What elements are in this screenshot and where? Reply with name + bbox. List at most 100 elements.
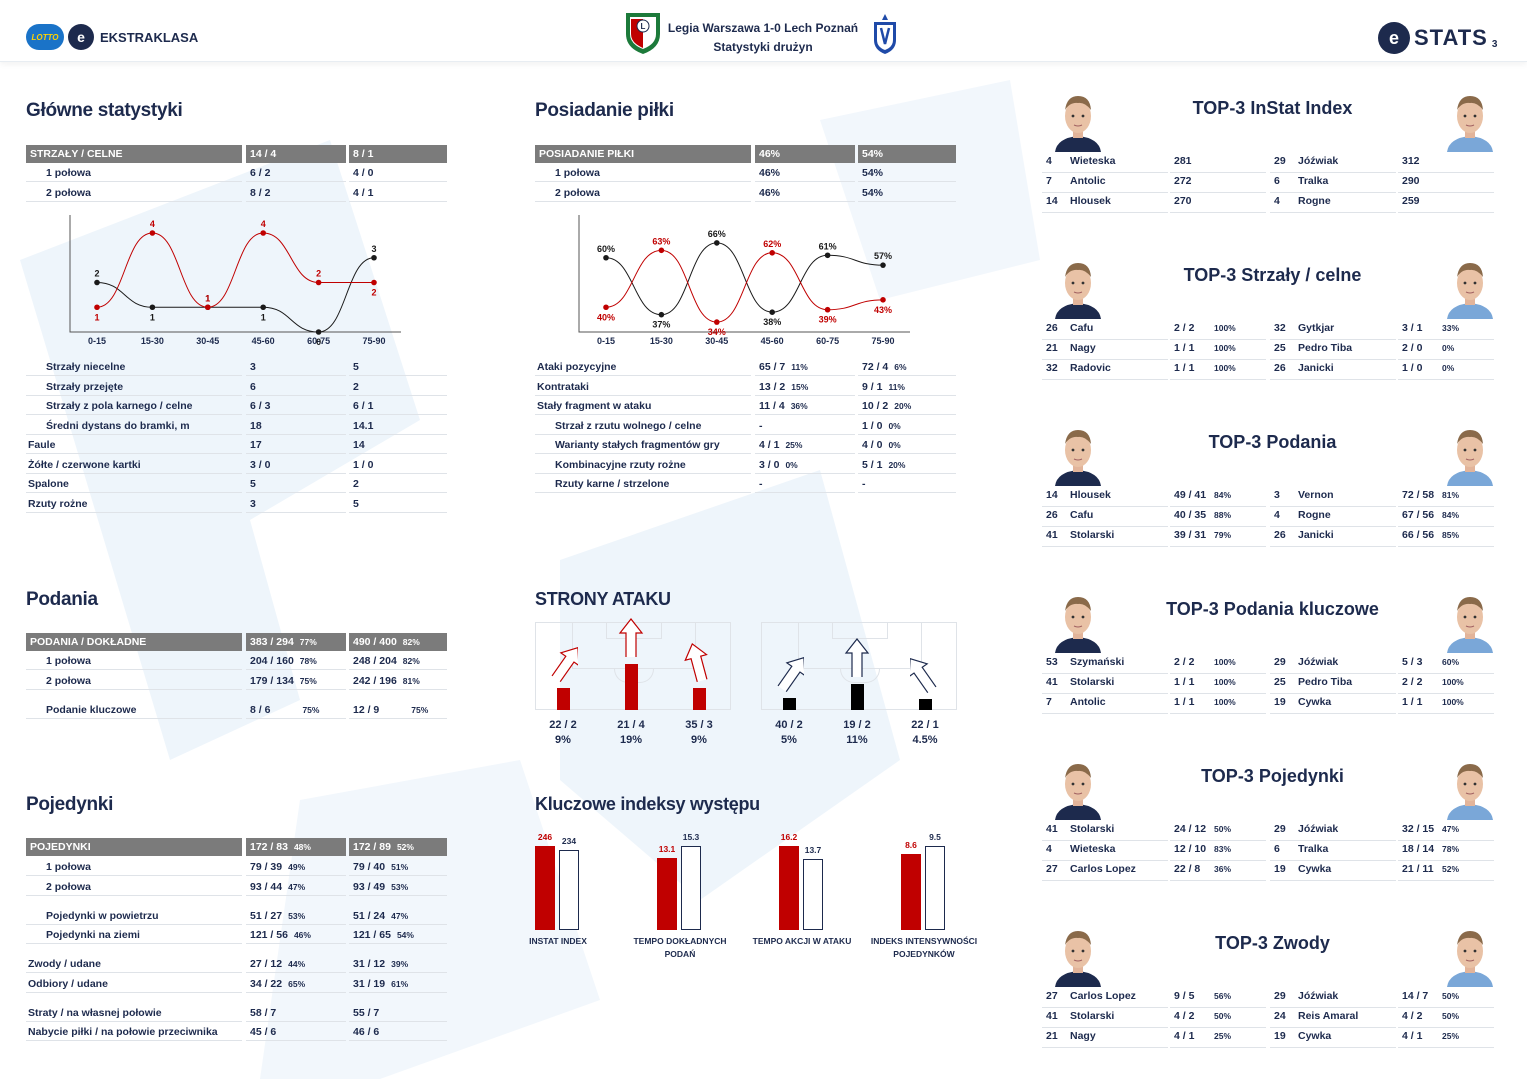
- data-label: 0: [316, 337, 321, 347]
- home-value-text: 3 / 0: [250, 458, 271, 471]
- value-text: 66 / 56: [1402, 529, 1435, 541]
- away-value-text: 5: [353, 497, 359, 510]
- top3-row: 6 Tralka 290: [1270, 175, 1494, 193]
- player-name: Jóźwiak: [1294, 155, 1396, 173]
- player-photo-icon: [1447, 263, 1493, 319]
- player-value: 270: [1170, 195, 1266, 213]
- player-name: Rogne: [1294, 195, 1396, 213]
- series-line: [605, 242, 884, 316]
- home-value-text: 51 / 27: [250, 909, 283, 922]
- data-label: 2: [94, 269, 99, 279]
- player-number: 41: [1042, 529, 1066, 547]
- percent-value: 51%: [391, 862, 409, 872]
- caption-line: PODAŃ: [664, 949, 696, 959]
- value-text: 290: [1402, 175, 1420, 187]
- player-number: 6: [1270, 843, 1294, 861]
- away-value: 1 / 0 0%: [858, 417, 956, 435]
- row-label-text: Straty / na własnej połowie: [28, 1006, 162, 1019]
- data-label: 43%: [874, 305, 892, 315]
- row-label-text: Strzał z rzutu wolnego / celne: [555, 419, 702, 432]
- caption-line: INSTAT INDEX: [529, 936, 587, 946]
- top3-row: 25 Pedro Tiba 2 / 0 0%: [1270, 342, 1494, 360]
- percent-value: 100%: [1442, 697, 1464, 707]
- value-text: 4 / 2: [1174, 1010, 1195, 1022]
- value-text: 3 / 1: [1402, 322, 1423, 334]
- index-bar-home: [657, 858, 677, 930]
- arrow-icon: [684, 643, 708, 683]
- page-header: LOTTO e EKSTRAKLASA L Legia Warszawa 1-0…: [0, 0, 1527, 62]
- away-value: 1 / 0: [349, 456, 447, 474]
- percent-value: 88%: [1214, 510, 1232, 520]
- index-bar-home: [901, 853, 921, 930]
- value-text: 32 / 15: [1402, 823, 1435, 835]
- row-label-text: 1 połowa: [46, 655, 91, 667]
- value-text: 5 / 3: [1402, 656, 1423, 668]
- value-text: 270: [1174, 195, 1192, 207]
- player-value: 2 / 2 100%: [1170, 322, 1266, 340]
- away-value-text: 55 / 7: [353, 1006, 380, 1019]
- home-value: 5: [246, 475, 346, 493]
- away-value: 51 / 24 47%: [349, 907, 447, 925]
- player-name: Cywka: [1294, 863, 1396, 881]
- svg-text:L: L: [641, 22, 646, 31]
- away-value-text: 12 / 9: [353, 704, 380, 716]
- player-photo-icon: [1055, 764, 1101, 820]
- away-value: 4 / 0: [349, 164, 447, 182]
- player-photo-icon: [1447, 764, 1493, 820]
- player-number: 26: [1270, 529, 1294, 547]
- row-label: 1 połowa: [26, 858, 242, 876]
- value-text: 22 / 8: [1174, 863, 1201, 875]
- index-bar-home: [779, 846, 799, 930]
- away-value: 46 / 6: [349, 1023, 447, 1041]
- away-value: 54%: [858, 184, 956, 202]
- player-name: Jóźwiak: [1294, 656, 1396, 674]
- lech-crest-icon: [874, 14, 896, 54]
- row-label: Zwody / udane: [26, 955, 242, 973]
- percent-value: 50%: [1214, 824, 1232, 834]
- percent-value: 50%: [1214, 1011, 1232, 1021]
- value-text: 9 / 5: [1174, 990, 1195, 1002]
- value-text: 1 / 1: [1402, 696, 1423, 708]
- player-number: 19: [1270, 1030, 1294, 1048]
- top3-title: TOP-3 InStat Index: [1192, 98, 1353, 118]
- away-value-text: 121 / 65: [353, 929, 391, 941]
- data-point: [315, 279, 322, 286]
- data-label: 1: [150, 312, 155, 322]
- x-tick-label: 15-30: [650, 336, 673, 346]
- row-label: Pojedynki w powietrzu: [26, 907, 242, 925]
- attack-bar: [851, 683, 864, 710]
- top3-row: 14 Hlousek 270: [1042, 195, 1266, 213]
- top3-row: 21 Nagy 1 / 1 100%: [1042, 342, 1266, 360]
- header-home: 46%: [755, 145, 855, 163]
- percent-value: 82%: [402, 637, 420, 647]
- header-away-text: 490 / 400: [353, 636, 397, 648]
- player-number: 29: [1270, 155, 1294, 173]
- home-value: 17: [246, 436, 346, 454]
- percent-value: 84%: [1442, 510, 1460, 520]
- player-value: 66 / 56 85%: [1398, 529, 1494, 547]
- away-value-text: 46 / 6: [353, 1026, 380, 1038]
- arrow-icon: [618, 618, 644, 658]
- home-value-text: 204 / 160: [250, 655, 294, 667]
- top3-row: 29 Jóźwiak 5 / 3 60%: [1270, 656, 1494, 674]
- player-photo-icon: [1055, 597, 1101, 653]
- percent-value: 0%: [785, 459, 798, 470]
- lotto-badge: LOTTO: [26, 24, 64, 50]
- player-number: 21: [1042, 1030, 1066, 1048]
- value-text: 67 / 56: [1402, 509, 1435, 521]
- percent-value: 25%: [1214, 1031, 1232, 1041]
- value-text: 272: [1174, 175, 1192, 187]
- top3-title: TOP-3 Strzały / celne: [1183, 265, 1362, 285]
- index-value-home: 246: [537, 832, 553, 842]
- header-home-text: 383 / 294: [250, 636, 294, 648]
- away-value-text: 242 / 196: [353, 675, 397, 687]
- player-photo-icon: [1447, 96, 1493, 152]
- player-value: 4 / 1 25%: [1398, 1030, 1494, 1048]
- data-point: [603, 304, 609, 311]
- data-label: 38%: [763, 317, 781, 327]
- home-value-text: 27 / 12: [250, 958, 283, 970]
- top3-row: 29 Jóźwiak 14 / 7 50%: [1270, 990, 1494, 1008]
- percent-value: 100%: [1214, 657, 1236, 667]
- data-label: 1: [205, 293, 210, 303]
- player-number: 26: [1270, 362, 1294, 380]
